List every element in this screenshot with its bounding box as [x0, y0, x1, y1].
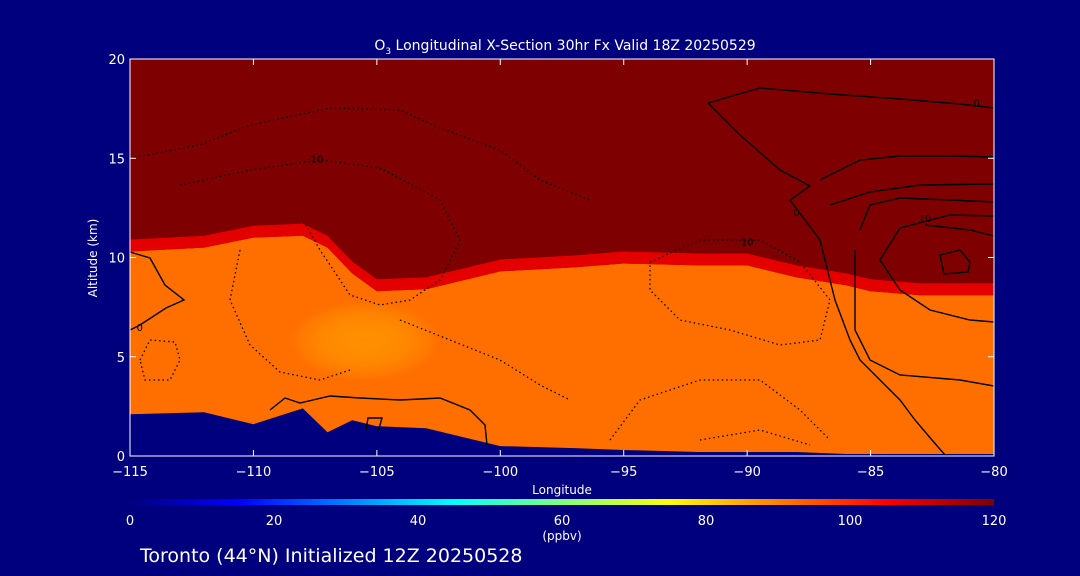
y-tick-label: 0: [117, 450, 125, 465]
contour-solid-ring-1: [854, 197, 994, 387]
contour-label-3: -10: [307, 154, 323, 165]
contour-solid-inner-2: [924, 224, 994, 237]
contour-label-1: 0: [974, 99, 980, 110]
x-tick-label: −80: [980, 465, 1007, 480]
contour-dotted-lowest: [699, 429, 811, 446]
ozone-band-92: [130, 235, 994, 456]
contour-lines: [130, 87, 994, 456]
colorbar-tick-label: 80: [698, 514, 715, 529]
contour-solid-ring-2: [879, 214, 994, 323]
colorbar-unit: (ppbv): [542, 529, 581, 543]
x-axis-label: Longitude: [532, 483, 592, 497]
y-tick-label: 10: [108, 252, 125, 267]
x-tick-label: −90: [733, 465, 760, 480]
terrain-mask: [130, 408, 994, 456]
contour-solid-east-outer: [707, 87, 994, 109]
ozone-band-transition: [130, 223, 994, 296]
y-tick-label: 15: [108, 152, 125, 167]
chart-title: O3 Longitudinal X-Section 30hr Fx Valid …: [374, 38, 755, 57]
contour-solid-east-loop: [707, 102, 946, 456]
contour-dotted-neg10: [179, 159, 461, 306]
y-tick-label: 5: [117, 351, 125, 366]
plot-area: 0 0 0 -10 10 10: [130, 59, 994, 456]
ozone-max-blob: [289, 300, 440, 381]
title-prefix: O: [374, 38, 385, 54]
contour-solid-trop-b: [829, 183, 994, 206]
colorbar-tick-label: 20: [266, 514, 283, 529]
colorbar: [130, 499, 994, 505]
y-tick-label: 20: [108, 53, 125, 68]
colorbar-ticks: 0 20 40 60 80 100 120: [126, 514, 1007, 529]
contour-dotted-central: [649, 239, 831, 346]
title-rest: Longitudinal X-Section 30hr Fx Valid 18Z…: [391, 38, 756, 54]
colorbar-tick-label: 0: [126, 514, 134, 529]
x-tick-label: −85: [857, 465, 884, 480]
colorbar-tick-label: 40: [410, 514, 427, 529]
x-tick-label: −100: [482, 465, 518, 480]
contour-dotted-sw: [609, 379, 831, 441]
x-tick-label: −110: [236, 465, 272, 480]
contour-solid-lowlevel: [269, 395, 488, 446]
contour-dotted-lines: [130, 107, 831, 446]
colorbar-tick-label: 60: [554, 514, 571, 529]
y-axis-label: Altitude (km): [86, 219, 100, 298]
contour-label-4: 10: [741, 238, 754, 249]
x-tick-label: −115: [112, 465, 148, 480]
contour-solid-trop-a: [819, 155, 994, 181]
contour-solid-inner: [939, 249, 971, 275]
colorbar-tick-label: 100: [838, 514, 863, 529]
title-subscript: 3: [385, 47, 391, 57]
contour-solid-west: [130, 251, 186, 331]
contour-label-5: 10: [919, 214, 932, 225]
x-tick-label: −95: [610, 465, 637, 480]
contour-label-2: 0: [793, 208, 799, 219]
y-axis: 0 5 10 15 20: [108, 53, 994, 465]
footer-location: Toronto (44°N) Initialized 12Z 20250528: [139, 545, 523, 567]
contour-label-0: 0: [137, 323, 143, 334]
contour-solid-box: [365, 417, 383, 433]
x-axis: −115 −110 −105 −100 −95 −90 −85 −80: [112, 59, 1008, 480]
colorbar-tick-label: 120: [982, 514, 1007, 529]
x-tick-label: −105: [359, 465, 395, 480]
contour-dotted-small-loop: [139, 339, 181, 381]
contour-labels: 0 0 0 -10 10 10: [137, 99, 980, 334]
